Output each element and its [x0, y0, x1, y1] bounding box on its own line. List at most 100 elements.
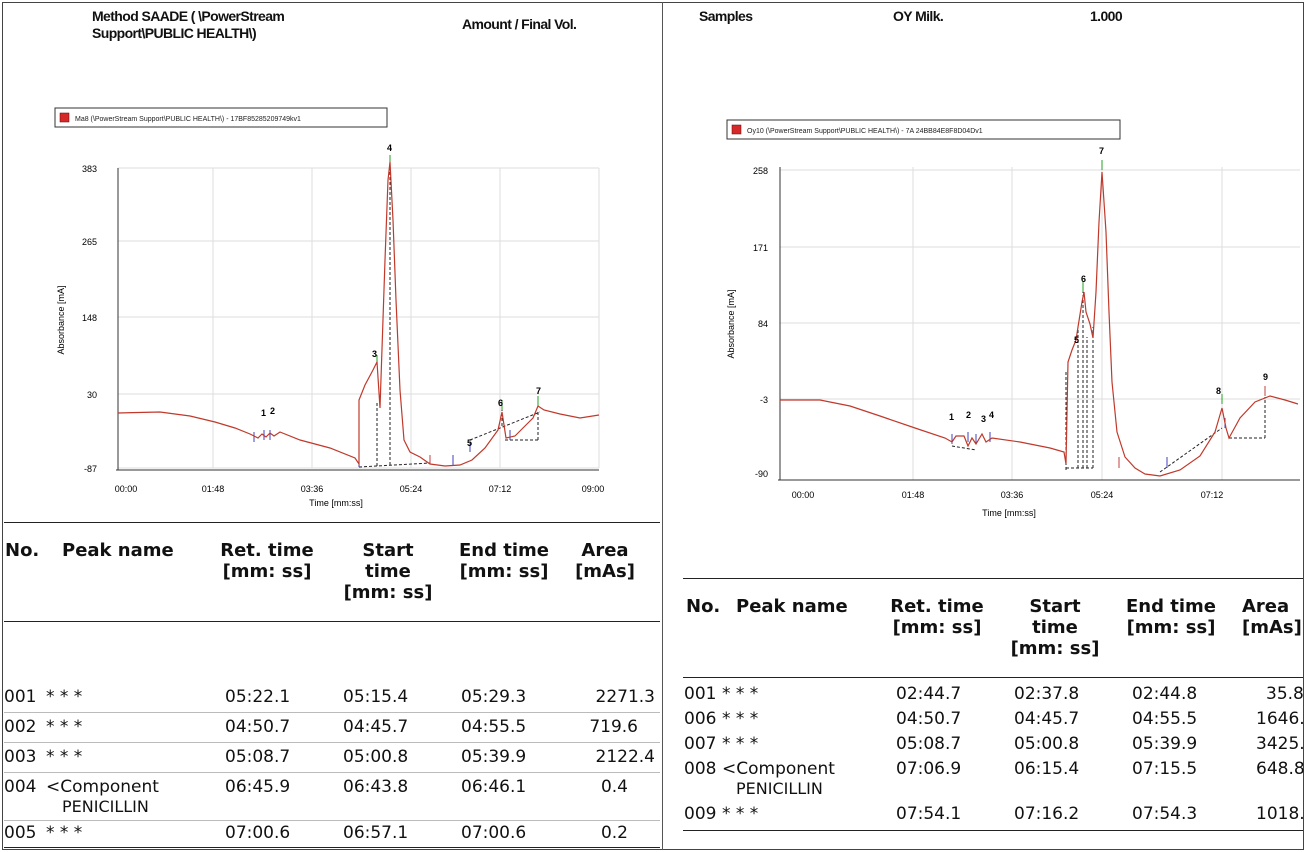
- cell-no: 002: [4, 717, 37, 737]
- row-divider: [4, 742, 660, 743]
- cell-area: 3425.4: [1256, 734, 1304, 754]
- grid: [118, 167, 600, 469]
- cell-peak-name: * * *: [46, 823, 83, 843]
- cell-peak-name: * * *: [722, 804, 759, 824]
- peak-label: 3: [372, 349, 377, 359]
- col-header-ret-time: Ret. time [mm: ss]: [890, 596, 984, 638]
- legend-swatch: [59, 112, 70, 123]
- grid: [780, 167, 1300, 480]
- peak-label: 5: [467, 438, 472, 448]
- cell-end-time: 07:15.5: [1132, 759, 1198, 779]
- col-header-start-time: Start time [mm: ss]: [1010, 596, 1100, 659]
- y-tick-label: -3: [760, 395, 768, 405]
- cell-area: 35.8: [1266, 684, 1304, 704]
- cell-end-time: 05:39.9: [461, 747, 527, 767]
- signal-trace: [780, 171, 1299, 477]
- col-header-no: No.: [686, 596, 721, 617]
- peak-label: 7: [536, 386, 541, 396]
- x-axis-label: Time [mm:ss]: [982, 508, 1036, 518]
- integration-baselines: [358, 165, 541, 468]
- peak-labels: 1 2 3 4 5 6 7: [261, 143, 541, 448]
- cell-end-time: 04:55.5: [461, 717, 527, 737]
- y-tick-label: 258: [753, 166, 768, 176]
- x-tick-label: 01:48: [902, 490, 925, 500]
- legend-box: [54, 107, 388, 128]
- peak-label: 9: [1263, 372, 1268, 382]
- cell-no: 003: [4, 747, 37, 767]
- col-header-peak-name: Peak name: [736, 596, 848, 617]
- table-top-rule: [4, 522, 660, 523]
- integration-baselines: [951, 292, 1266, 473]
- cell-peak-name: <Component: [46, 777, 159, 797]
- y-axis-label: Absorbance [mA]: [726, 289, 736, 358]
- cell-area: 1646.1: [1256, 709, 1304, 729]
- cell-ret-time: 02:44.7: [896, 684, 962, 704]
- cell-area: 0.2: [600, 823, 628, 843]
- y-tick-label: 84: [758, 319, 768, 329]
- sample-value: 1.000: [1090, 8, 1123, 24]
- peak-label: 3: [981, 414, 986, 424]
- col-header-area: Area [mAs]: [1242, 596, 1302, 638]
- peak-label: 7: [1099, 146, 1104, 156]
- cell-ret-time: 07:54.1: [896, 804, 962, 824]
- cell-start-time: 04:45.7: [1014, 709, 1080, 729]
- peak-labels: 1 2 3 4 5 6 7 8 9: [949, 146, 1268, 424]
- method-title: Method SAADE ( \PowerStream Support\PUBL…: [92, 8, 285, 41]
- x-tick-label: 07:12: [1201, 490, 1224, 500]
- y-tick-label: 383: [82, 164, 97, 174]
- cell-peak-name: * * *: [722, 684, 759, 704]
- cell-area: 2122.4: [595, 747, 655, 767]
- cell-ret-time: 05:08.7: [225, 747, 291, 767]
- y-tick-label: 30: [87, 390, 97, 400]
- y-tick-label: 171: [753, 243, 768, 253]
- peak-label: 2: [966, 410, 971, 420]
- col-header-ret-time: Ret. time [mm: ss]: [220, 540, 314, 582]
- signal-trace: [117, 161, 600, 467]
- cell-end-time: 07:00.6: [461, 823, 527, 843]
- legend-text: Oy10 (\PowerStream Support\PUBLIC HEALTH…: [747, 128, 983, 135]
- x-tick-label: 03:36: [301, 484, 324, 494]
- cell-peak-name: * * *: [722, 734, 759, 754]
- y-tick-label: -87: [84, 464, 97, 474]
- cell-area: 719.6: [589, 717, 638, 737]
- cell-ret-time: 04:50.7: [896, 709, 962, 729]
- cell-end-time: 04:55.5: [1132, 709, 1198, 729]
- cell-start-time: 06:43.8: [343, 777, 409, 797]
- cell-no: 006: [684, 709, 717, 729]
- cell-start-time: 05:15.4: [343, 687, 409, 707]
- cell-area: 1018.5: [1256, 804, 1304, 824]
- col-header-end-time: End time [mm: ss]: [459, 540, 549, 582]
- cell-no: 008: [684, 759, 717, 779]
- legend-box: [726, 119, 1121, 140]
- col-header-no: No.: [5, 540, 40, 561]
- peak-label: 6: [498, 398, 503, 408]
- cell-start-time: 05:00.8: [1014, 734, 1080, 754]
- cell-start-time: 04:45.7: [343, 717, 409, 737]
- x-tick-label: 07:12: [489, 484, 512, 494]
- cell-peak-name-line2: PENICILLIN: [736, 779, 823, 798]
- header-bottom-rule: [4, 621, 660, 622]
- col-header-start-time: Start time [mm: ss]: [343, 540, 433, 603]
- cell-end-time: 02:44.8: [1132, 684, 1198, 704]
- peak-label: 1: [949, 412, 954, 422]
- cell-start-time: 06:57.1: [343, 823, 409, 843]
- cell-start-time: 06:15.4: [1014, 759, 1080, 779]
- peak-label: 4: [989, 410, 994, 420]
- cell-no: 009: [684, 804, 717, 824]
- peak-label: 4: [387, 143, 392, 153]
- y-tick-label: 265: [82, 237, 97, 247]
- y-tick-label: -90: [755, 469, 768, 479]
- peak-label: 8: [1216, 386, 1221, 396]
- cell-no: 007: [684, 734, 717, 754]
- amount-final-vol-label: Amount / Final Vol.: [462, 16, 577, 32]
- peak-label: 5: [1074, 335, 1079, 345]
- samples-label: Samples: [699, 8, 753, 24]
- table-top-rule: [683, 578, 1303, 579]
- cell-start-time: 05:00.8: [343, 747, 409, 767]
- x-axis-label: Time [mm:ss]: [309, 498, 363, 508]
- x-tick-label: 00:00: [115, 484, 138, 494]
- cell-ret-time: 05:08.7: [896, 734, 962, 754]
- cell-ret-time: 07:00.6: [225, 823, 291, 843]
- row-divider: [4, 772, 660, 773]
- x-tick-label: 05:24: [1091, 490, 1114, 500]
